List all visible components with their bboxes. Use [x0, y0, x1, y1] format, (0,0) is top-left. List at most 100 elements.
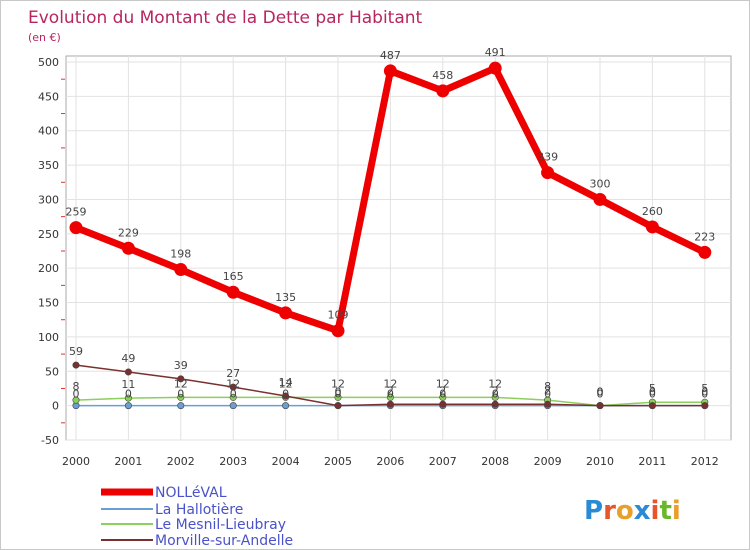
chart-title: Evolution du Montant de la Dette par Hab…	[28, 8, 423, 28]
x-tick-label: 2000	[62, 455, 90, 468]
data-point-nolleval	[541, 166, 555, 180]
data-point-nolleval	[436, 84, 450, 98]
data-label-nolleval: 109	[328, 309, 349, 322]
logo-letter: r	[603, 496, 616, 526]
data-label-la-hallotiere: 0	[544, 388, 551, 401]
data-label-nolleval: 260	[642, 205, 663, 218]
y-tick-label: -50	[41, 434, 59, 447]
data-label-morville-sur-andelle: 0	[335, 386, 342, 399]
data-label-nolleval: 165	[223, 270, 244, 283]
x-tick-label: 2008	[481, 455, 509, 468]
legend: NOLLéVAL La Hallotière Le Mesnil-Lieubra…	[101, 485, 293, 549]
legend-label-la-hallotiere: La Hallotière	[155, 502, 243, 518]
data-point-morville-sur-andelle	[282, 392, 290, 400]
data-label-morville-sur-andelle: 2	[387, 384, 394, 397]
data-label-le-mesnil-lieubray: 12	[279, 377, 293, 390]
data-point-morville-sur-andelle	[334, 402, 342, 410]
data-label-le-mesnil-lieubray: 8	[544, 380, 551, 393]
y-tick-label: 300	[38, 193, 59, 206]
y-tick-label: 150	[38, 297, 59, 310]
x-tick-label: 2009	[534, 455, 562, 468]
y-tick-label: 450	[38, 90, 59, 103]
data-label-la-hallotiere: 0	[492, 388, 499, 401]
data-label-morville-sur-andelle: 27	[226, 367, 240, 380]
data-point-morville-sur-andelle	[544, 400, 552, 408]
data-label-le-mesnil-lieubray: 12	[488, 377, 502, 390]
data-point-nolleval	[698, 245, 712, 259]
data-label-la-hallotiere: 0	[177, 388, 184, 401]
data-point-morville-sur-andelle	[648, 402, 656, 410]
data-point-le-mesnil-lieubray	[124, 394, 132, 402]
x-tick-label: 2010	[586, 455, 614, 468]
data-label-nolleval: 135	[275, 291, 296, 304]
data-label-le-mesnil-lieubray: 5	[701, 382, 708, 395]
data-labels: 0 0 0 0 0 0 0 0 0 0 0 0 08 11 12 12 12 12 12 12 12 8 0 5 5594939…	[66, 46, 716, 400]
data-label-le-mesnil-lieubray: 12	[331, 377, 345, 390]
data-point-la-hallotiere	[177, 402, 185, 410]
x-tick-label: 2003	[219, 455, 247, 468]
data-label-la-hallotiere: 0	[387, 388, 394, 401]
data-label-le-mesnil-lieubray: 5	[649, 382, 656, 395]
data-point-nolleval	[174, 263, 188, 277]
data-label-le-mesnil-lieubray: 8	[73, 380, 80, 393]
data-label-morville-sur-andelle: 0	[649, 386, 656, 399]
data-point-le-mesnil-lieubray	[334, 393, 342, 401]
data-label-nolleval: 491	[485, 46, 506, 59]
data-label-le-mesnil-lieubray: 12	[436, 377, 450, 390]
data-label-morville-sur-andelle: 2	[492, 384, 499, 397]
data-point-nolleval	[279, 306, 293, 320]
y-tick-label: 200	[38, 262, 59, 275]
data-point-morville-sur-andelle	[72, 361, 80, 369]
data-label-nolleval: 229	[118, 226, 139, 239]
data-point-morville-sur-andelle	[439, 400, 447, 408]
y-tick-label: 100	[38, 331, 59, 344]
data-label-nolleval: 339	[537, 151, 558, 164]
x-tick-label: 2005	[324, 455, 352, 468]
data-label-le-mesnil-lieubray: 12	[174, 377, 188, 390]
series-group	[69, 61, 712, 410]
x-tick-label: 2012	[691, 455, 719, 468]
data-label-la-hallotiere: 0	[73, 388, 80, 401]
grid	[66, 56, 731, 441]
logo-letter: P	[584, 496, 603, 526]
data-label-le-mesnil-lieubray: 12	[226, 377, 240, 390]
data-label-la-hallotiere: 0	[125, 388, 132, 401]
data-label-morville-sur-andelle: 2	[544, 384, 551, 397]
data-point-le-mesnil-lieubray	[177, 393, 185, 401]
data-label-morville-sur-andelle: 49	[121, 352, 135, 365]
x-tick-label: 2002	[167, 455, 195, 468]
data-point-morville-sur-andelle	[596, 402, 604, 410]
data-label-nolleval: 259	[66, 206, 87, 219]
data-point-le-mesnil-lieubray	[491, 393, 499, 401]
data-point-nolleval	[226, 285, 240, 299]
x-tick-label: 2006	[376, 455, 404, 468]
data-label-nolleval: 223	[694, 230, 715, 243]
y-tick-label: 50	[45, 365, 59, 378]
data-label-la-hallotiere: 0	[439, 388, 446, 401]
data-point-la-hallotiere	[124, 402, 132, 410]
data-point-le-mesnil-lieubray	[386, 393, 394, 401]
data-label-nolleval: 300	[590, 177, 611, 190]
data-label-morville-sur-andelle: 59	[69, 345, 83, 358]
data-point-nolleval	[383, 64, 397, 78]
x-tick-label: 2004	[272, 455, 300, 468]
x-tick-label: 2001	[114, 455, 142, 468]
data-label-le-mesnil-lieubray: 12	[383, 377, 397, 390]
data-label-nolleval: 198	[170, 248, 191, 261]
chart-subtitle: (en €)	[28, 31, 61, 44]
data-point-nolleval	[69, 221, 83, 235]
data-label-nolleval: 458	[432, 69, 453, 82]
y-tick-label: 350	[38, 159, 59, 172]
data-point-nolleval	[331, 324, 345, 338]
legend-label-morville-sur-andelle: Morville-sur-Andelle	[155, 533, 293, 549]
data-point-morville-sur-andelle	[386, 400, 394, 408]
data-label-le-mesnil-lieubray: 0	[597, 386, 604, 399]
y-tick-label: 0	[52, 400, 59, 413]
data-point-le-mesnil-lieubray	[439, 393, 447, 401]
logo-letter: i	[672, 496, 681, 526]
data-point-la-hallotiere	[229, 402, 237, 410]
data-label-morville-sur-andelle: 0	[597, 386, 604, 399]
data-label-la-hallotiere: 0	[282, 388, 289, 401]
